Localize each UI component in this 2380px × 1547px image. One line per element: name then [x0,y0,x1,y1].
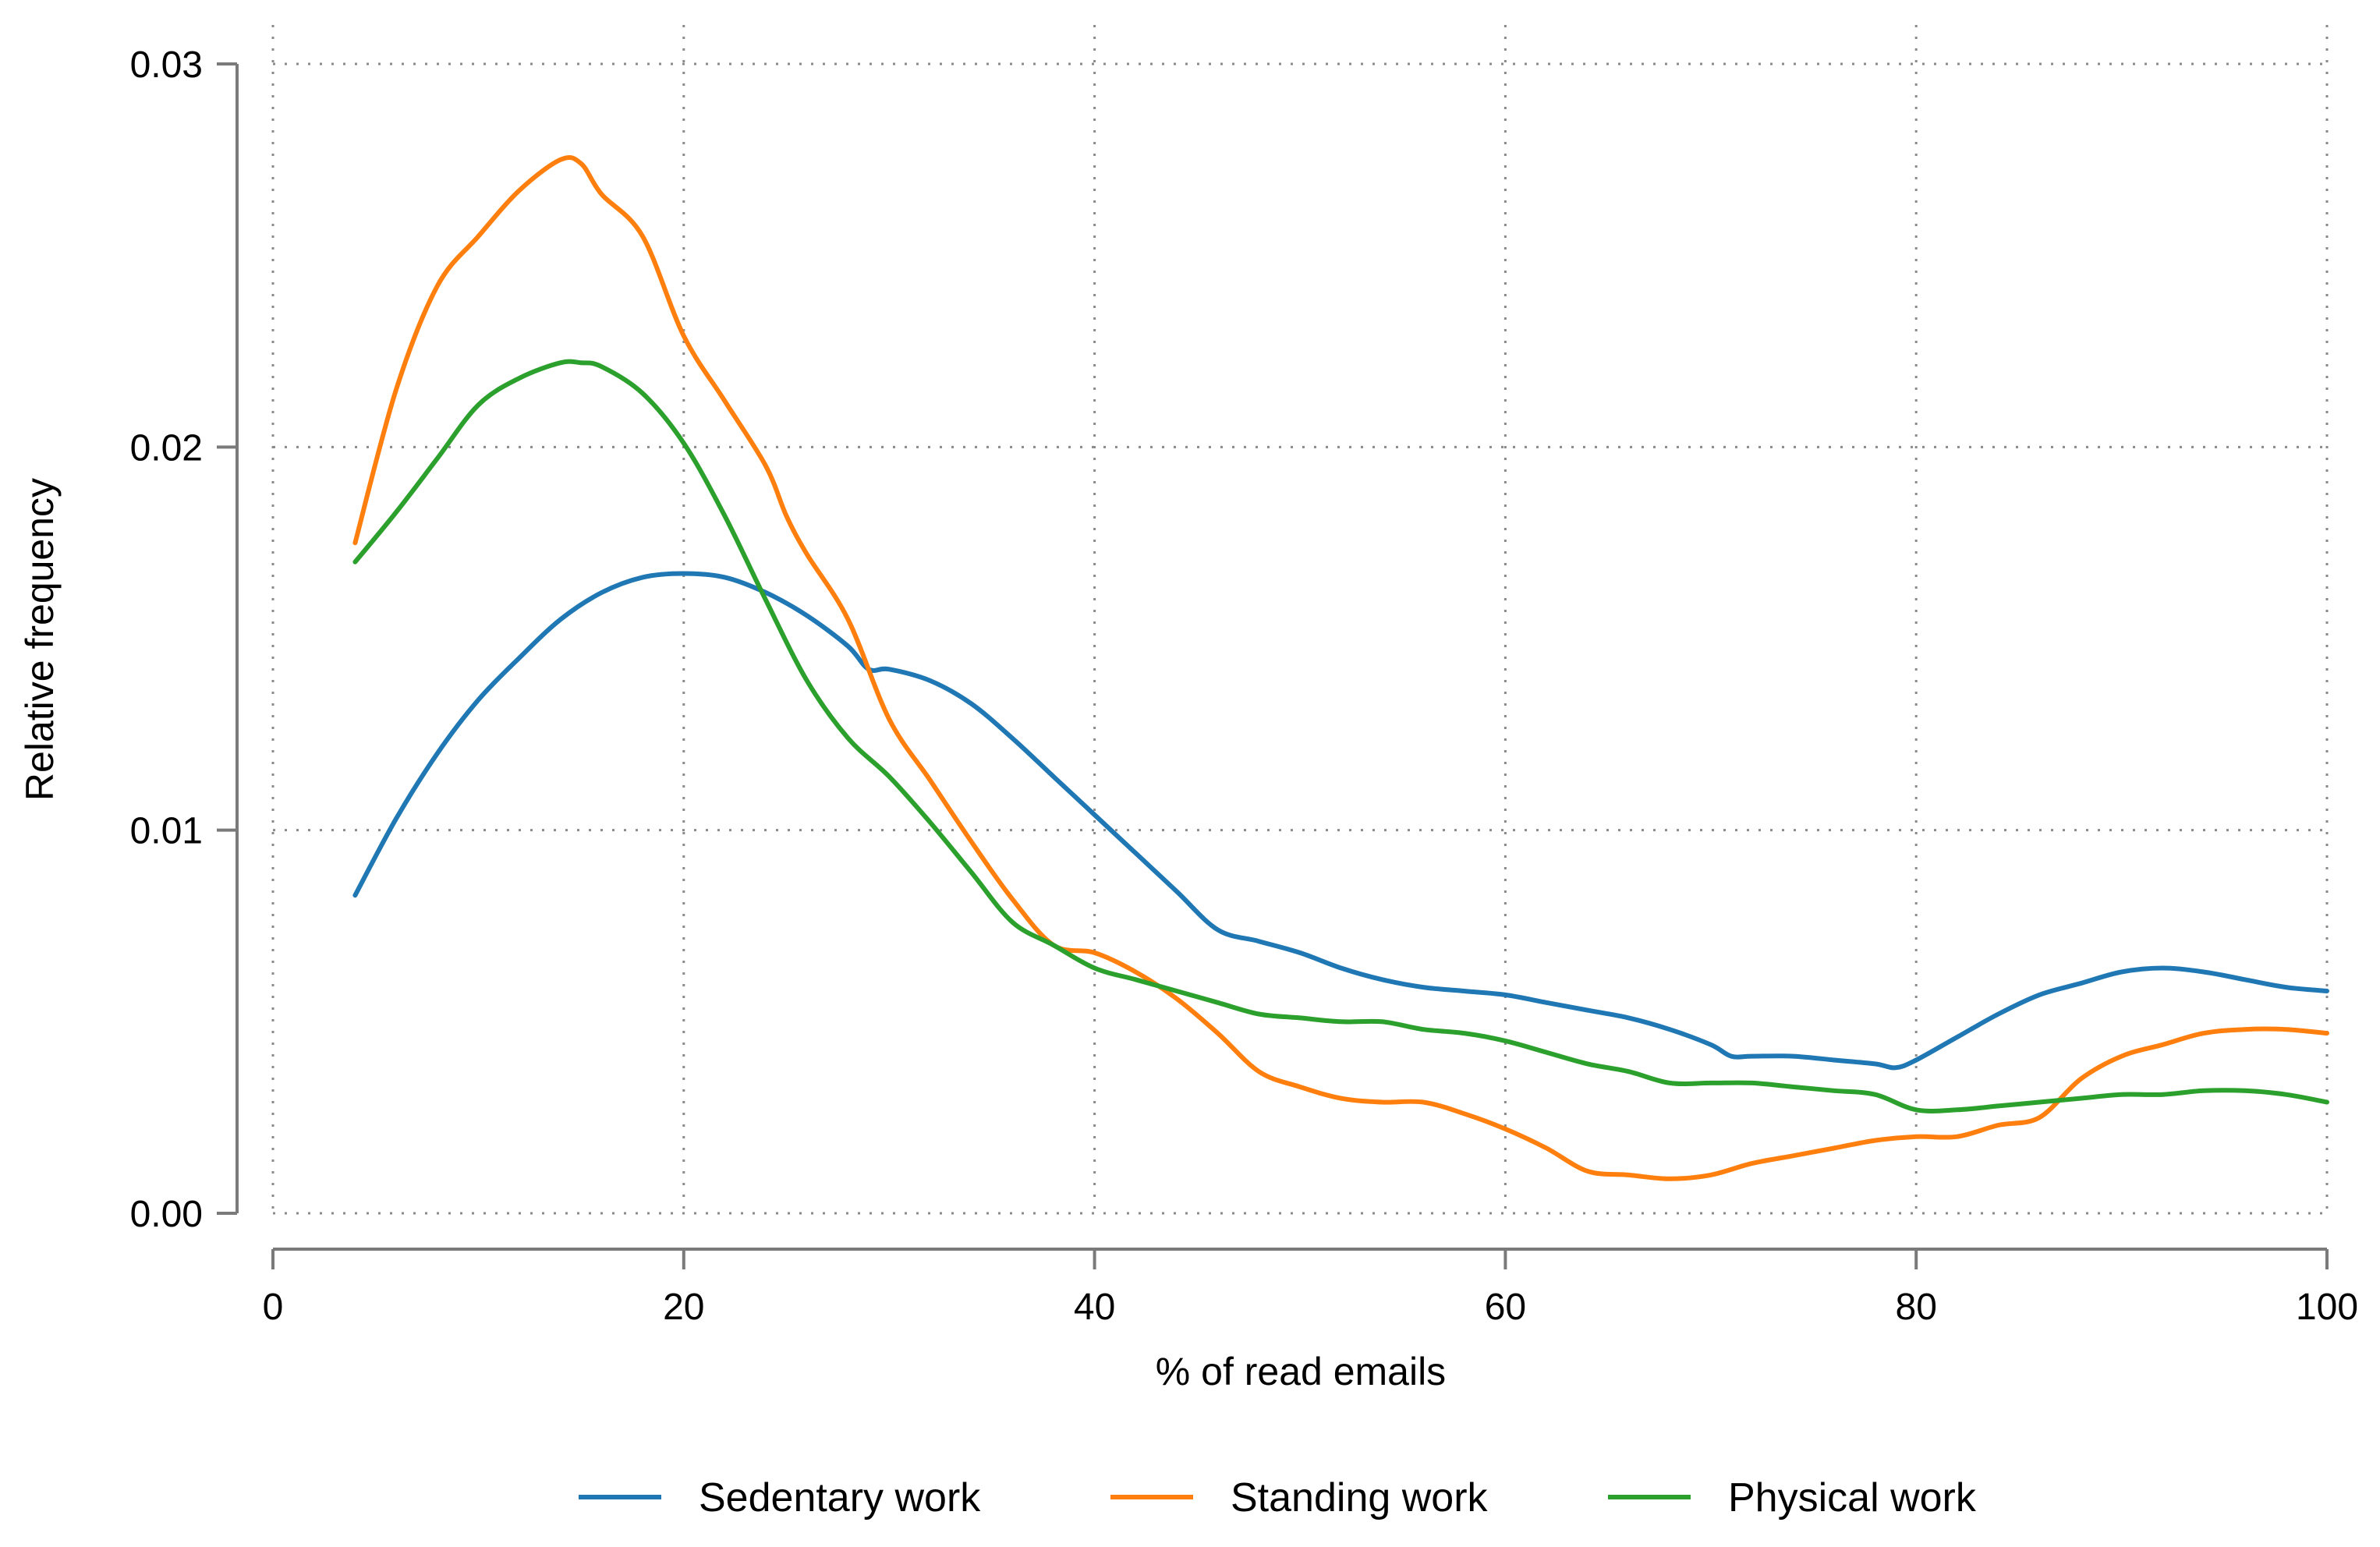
y-tick-label: 0.03 [130,44,203,86]
legend-item-standing-work: Standing work [1110,1475,1489,1520]
y-tick-label: 0.00 [130,1194,203,1235]
legend-item-physical-work: Physical work [1608,1475,1977,1520]
x-tick-label: 60 [1485,1287,1526,1328]
legend-label: Sedentary work [699,1475,981,1520]
legend-label: Physical work [1728,1475,1977,1520]
x-tick-label: 100 [2296,1287,2358,1328]
x-tick-label: 40 [1074,1287,1115,1328]
series-line-sedentary-work [352,571,2329,1071]
y-axis-title: Relative frequency [18,478,62,801]
x-axis-ticks: 0 20 40 60 80 100 [263,1249,2358,1328]
legend-label: Standing work [1231,1475,1489,1520]
series-line-standing-work [352,154,2329,1181]
x-tick-label: 80 [1896,1287,1937,1328]
y-tick-label: 0.01 [130,811,203,852]
series-lines [352,154,2329,1181]
series-line-physical-work [352,359,2329,1113]
y-axis-ticks: 0.00 0.01 0.02 0.03 [130,44,237,1235]
legend-item-sedentary-work: Sedentary work [579,1475,981,1520]
x-axis-title: % of read emails [1156,1350,1446,1393]
legend: Sedentary work Standing work Physical work [579,1475,1977,1520]
x-tick-label: 20 [663,1287,704,1328]
x-tick-label: 0 [263,1287,284,1328]
y-tick-label: 0.02 [130,427,203,469]
